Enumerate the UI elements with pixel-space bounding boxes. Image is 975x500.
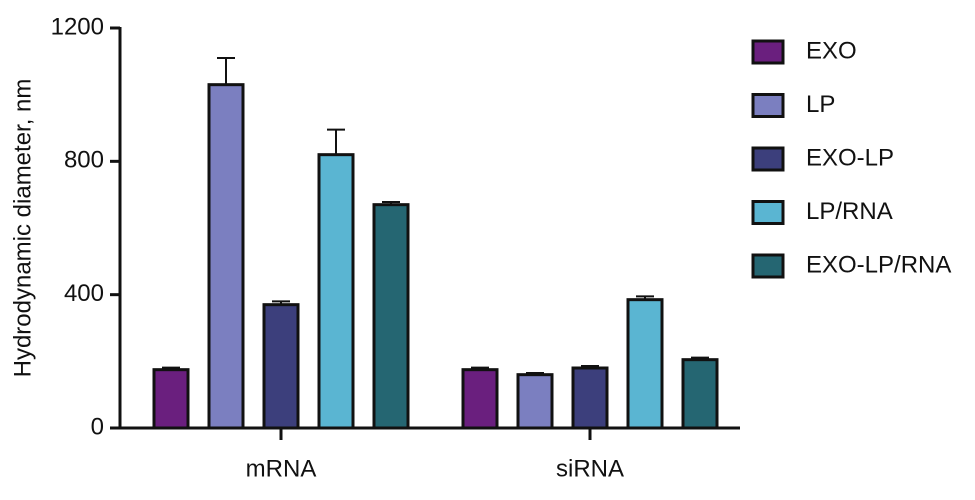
legend-swatch	[751, 146, 785, 172]
y-tick-label: 400	[64, 280, 104, 307]
bar	[262, 303, 300, 430]
legend-swatch	[751, 253, 785, 279]
bar	[152, 368, 190, 430]
legend-label: EXO-LP/RNA	[806, 251, 951, 278]
legend-swatch	[751, 93, 785, 118]
bar	[461, 368, 499, 430]
legend-swatch	[751, 200, 785, 225]
bar	[372, 203, 410, 430]
y-axis-label: Hydrodynamic diameter, nm	[9, 79, 36, 378]
y-tick-label: 0	[91, 413, 104, 440]
bar	[516, 373, 554, 430]
legend-swatch	[751, 39, 785, 65]
bar	[626, 298, 664, 430]
y-tick-label: 800	[64, 147, 104, 174]
bar	[571, 366, 609, 430]
x-tick-label: siRNA	[556, 455, 624, 482]
legend-label: LP	[806, 91, 835, 118]
bar	[317, 153, 355, 430]
x-tick-label: mRNA	[246, 455, 317, 482]
legend-label: EXO-LP	[806, 144, 894, 171]
y-tick-label: 1200	[51, 13, 104, 40]
legend-label: EXO	[806, 37, 857, 64]
legend-label: LP/RNA	[806, 198, 893, 225]
bar	[207, 83, 245, 430]
bar	[681, 358, 719, 430]
